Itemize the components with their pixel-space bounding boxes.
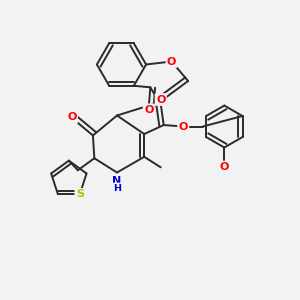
Text: O: O [67, 112, 76, 122]
Text: O: O [144, 105, 154, 115]
Text: O: O [220, 162, 229, 172]
Text: O: O [178, 122, 188, 131]
Text: O: O [167, 56, 176, 67]
Text: S: S [76, 189, 84, 199]
Text: O: O [156, 94, 165, 104]
Text: H: H [113, 184, 121, 193]
Text: N: N [112, 176, 122, 186]
